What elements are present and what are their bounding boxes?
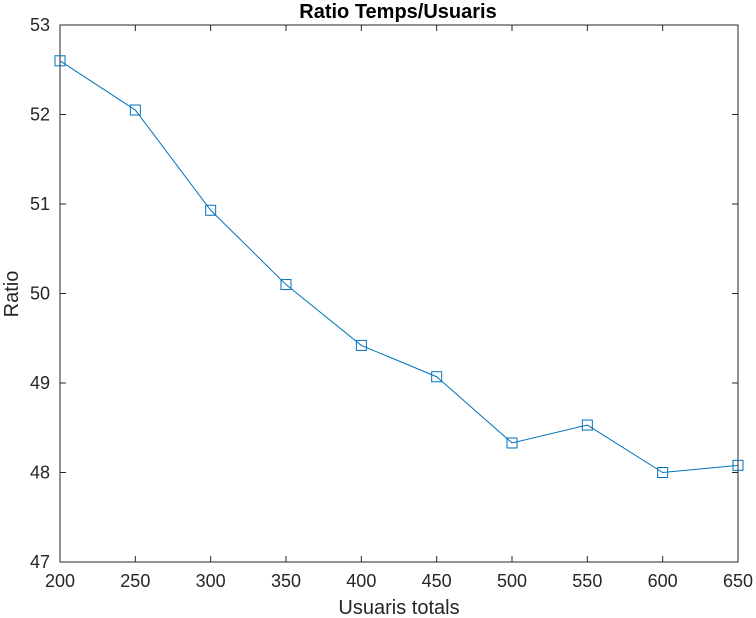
chart-title: Ratio Temps/Usuaris (299, 1, 496, 23)
x-tick-label: 600 (648, 571, 678, 591)
data-point-marker (506, 437, 518, 449)
data-point-marker (280, 279, 292, 291)
x-tick-label: 500 (497, 571, 527, 591)
y-tick-label: 50 (30, 284, 50, 304)
x-tick-label: 300 (196, 571, 226, 591)
y-tick-label: 52 (30, 105, 50, 125)
axis-ticks: 200 250 300 350 400 450 500 550 600 650 47 48 49 50 51… (30, 15, 753, 591)
data-point-marker (129, 104, 141, 116)
x-tick-label: 200 (45, 571, 75, 591)
series-line (59, 60, 739, 474)
y-tick-label: 48 (30, 463, 50, 483)
x-axis-label: Usuaris totals (338, 597, 459, 618)
plot-area (59, 24, 739, 563)
data-point-marker (54, 55, 66, 67)
data-point-marker (581, 419, 593, 431)
y-tick-label: 53 (30, 15, 50, 35)
x-tick-label: 400 (346, 571, 376, 591)
data-point-marker (431, 371, 443, 383)
y-tick-label: 47 (30, 552, 50, 572)
data-point-marker (657, 467, 669, 478)
x-tick-label: 550 (572, 571, 602, 591)
y-tick-label: 49 (30, 373, 50, 393)
data-point-marker (732, 459, 744, 471)
x-tick-label: 350 (271, 571, 301, 591)
data-point-marker (355, 339, 367, 351)
data-point-marker (205, 204, 217, 216)
x-tick-label: 650 (723, 571, 753, 591)
x-tick-label: 250 (120, 571, 150, 591)
y-axis-label: Ratio (1, 271, 23, 318)
data-series (54, 55, 744, 478)
y-tick-label: 51 (30, 194, 50, 214)
x-tick-label: 450 (422, 571, 452, 591)
